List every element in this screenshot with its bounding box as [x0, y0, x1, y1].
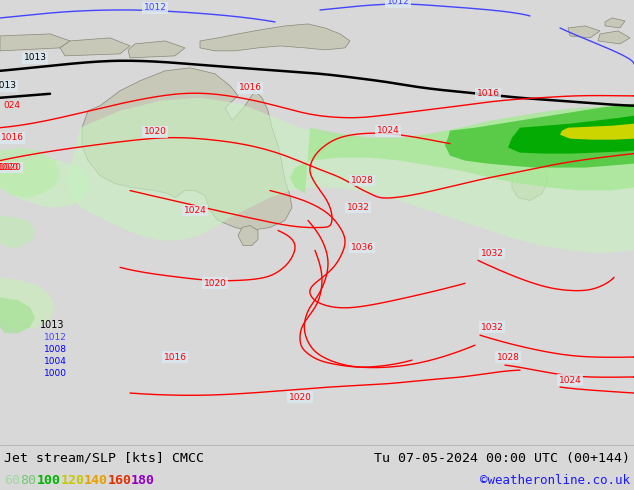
- Text: 1013: 1013: [40, 320, 64, 330]
- Polygon shape: [605, 18, 625, 28]
- Polygon shape: [68, 98, 634, 253]
- Text: 1028: 1028: [496, 353, 519, 362]
- Polygon shape: [82, 68, 292, 230]
- Text: 1032: 1032: [481, 249, 503, 258]
- Text: 1012: 1012: [387, 0, 410, 6]
- Text: Tu 07-05-2024 00:00 UTC (00+144): Tu 07-05-2024 00:00 UTC (00+144): [374, 452, 630, 465]
- Polygon shape: [490, 147, 565, 173]
- Text: 1036: 1036: [351, 243, 373, 252]
- Polygon shape: [0, 277, 55, 330]
- Text: Jet stream/SLP [kts] CMCC: Jet stream/SLP [kts] CMCC: [4, 452, 204, 465]
- Text: 1016: 1016: [238, 83, 261, 92]
- Text: 024: 024: [4, 101, 20, 110]
- Text: 1016: 1016: [1, 133, 23, 142]
- Text: 60: 60: [4, 474, 20, 487]
- Polygon shape: [128, 41, 185, 58]
- Text: 1024: 1024: [559, 375, 581, 385]
- Polygon shape: [512, 161, 548, 200]
- Text: 1024: 1024: [184, 206, 207, 215]
- Polygon shape: [508, 116, 634, 154]
- Text: 1013: 1013: [0, 81, 16, 90]
- Text: 1020: 1020: [288, 392, 311, 401]
- Text: 1008: 1008: [44, 344, 67, 354]
- Text: 1032: 1032: [481, 323, 503, 332]
- Text: 1020: 1020: [204, 279, 226, 288]
- Polygon shape: [200, 24, 350, 51]
- Text: 1012: 1012: [44, 333, 67, 342]
- Text: 1024: 1024: [377, 126, 399, 135]
- Text: 1016: 1016: [164, 353, 186, 362]
- Text: 1016: 1016: [477, 89, 500, 98]
- Text: 160: 160: [108, 474, 132, 487]
- Text: 1000: 1000: [44, 368, 67, 378]
- Polygon shape: [0, 158, 90, 207]
- Text: 1032: 1032: [347, 203, 370, 212]
- Polygon shape: [515, 116, 548, 161]
- Text: ©weatheronline.co.uk: ©weatheronline.co.uk: [480, 474, 630, 487]
- Text: 1012: 1012: [143, 3, 167, 12]
- Text: 140: 140: [84, 474, 108, 487]
- Text: 1028: 1028: [351, 176, 373, 185]
- Text: 1013: 1013: [23, 53, 46, 62]
- Text: 120: 120: [60, 474, 84, 487]
- Polygon shape: [598, 31, 630, 44]
- Text: 100: 100: [37, 474, 61, 487]
- Polygon shape: [238, 225, 258, 245]
- Text: 1020: 1020: [0, 163, 22, 172]
- Polygon shape: [60, 38, 130, 56]
- Polygon shape: [568, 26, 600, 38]
- Text: 1020: 1020: [143, 127, 167, 136]
- Polygon shape: [560, 123, 634, 140]
- Text: 1020: 1020: [0, 163, 18, 172]
- Text: 1004: 1004: [44, 357, 67, 366]
- Polygon shape: [0, 216, 35, 247]
- Polygon shape: [0, 297, 35, 333]
- Polygon shape: [445, 104, 634, 168]
- Polygon shape: [0, 147, 60, 197]
- Polygon shape: [0, 34, 70, 51]
- Polygon shape: [290, 104, 634, 194]
- Text: 80: 80: [20, 474, 36, 487]
- Text: 180: 180: [131, 474, 155, 487]
